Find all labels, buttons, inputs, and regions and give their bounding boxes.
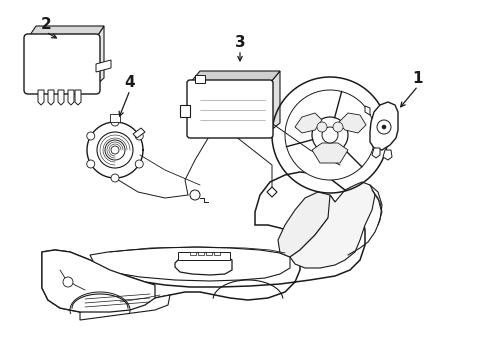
Text: 4: 4: [124, 75, 135, 90]
Polygon shape: [290, 182, 375, 268]
Circle shape: [382, 125, 386, 129]
Polygon shape: [90, 247, 290, 281]
Circle shape: [111, 118, 119, 126]
Circle shape: [135, 132, 143, 140]
Polygon shape: [178, 252, 230, 260]
Polygon shape: [206, 252, 212, 255]
Circle shape: [87, 160, 95, 168]
Polygon shape: [68, 90, 74, 105]
Circle shape: [190, 190, 200, 200]
Circle shape: [63, 277, 73, 287]
Polygon shape: [295, 113, 322, 133]
Circle shape: [322, 127, 338, 143]
Polygon shape: [80, 295, 170, 320]
Polygon shape: [180, 105, 190, 117]
Polygon shape: [96, 26, 104, 85]
Polygon shape: [38, 90, 44, 105]
Polygon shape: [58, 90, 64, 105]
FancyBboxPatch shape: [24, 34, 100, 94]
FancyBboxPatch shape: [187, 80, 273, 138]
Circle shape: [333, 122, 343, 132]
Polygon shape: [278, 192, 335, 257]
Text: 1: 1: [413, 71, 423, 86]
Circle shape: [377, 120, 391, 134]
Polygon shape: [214, 252, 220, 255]
Polygon shape: [96, 60, 111, 72]
Polygon shape: [372, 148, 380, 158]
Polygon shape: [42, 172, 365, 312]
Circle shape: [97, 132, 133, 168]
Circle shape: [111, 146, 119, 154]
Text: 3: 3: [235, 35, 245, 50]
Polygon shape: [28, 26, 104, 38]
Polygon shape: [198, 252, 204, 255]
Polygon shape: [312, 143, 348, 163]
Polygon shape: [133, 128, 145, 138]
Polygon shape: [338, 113, 366, 133]
Polygon shape: [267, 187, 277, 197]
Polygon shape: [75, 90, 81, 105]
Polygon shape: [270, 71, 280, 131]
Polygon shape: [370, 102, 398, 150]
Polygon shape: [195, 75, 205, 83]
Circle shape: [135, 160, 143, 168]
Text: 2: 2: [41, 17, 51, 32]
Circle shape: [285, 90, 375, 180]
Polygon shape: [175, 254, 232, 275]
Circle shape: [111, 174, 119, 182]
Circle shape: [105, 140, 125, 160]
Polygon shape: [42, 250, 155, 312]
Circle shape: [87, 132, 95, 140]
Polygon shape: [48, 90, 54, 105]
Polygon shape: [110, 114, 120, 122]
Polygon shape: [383, 150, 392, 160]
Polygon shape: [190, 252, 196, 255]
Polygon shape: [190, 71, 280, 83]
Circle shape: [312, 117, 348, 153]
Circle shape: [317, 122, 327, 132]
Polygon shape: [365, 106, 370, 115]
